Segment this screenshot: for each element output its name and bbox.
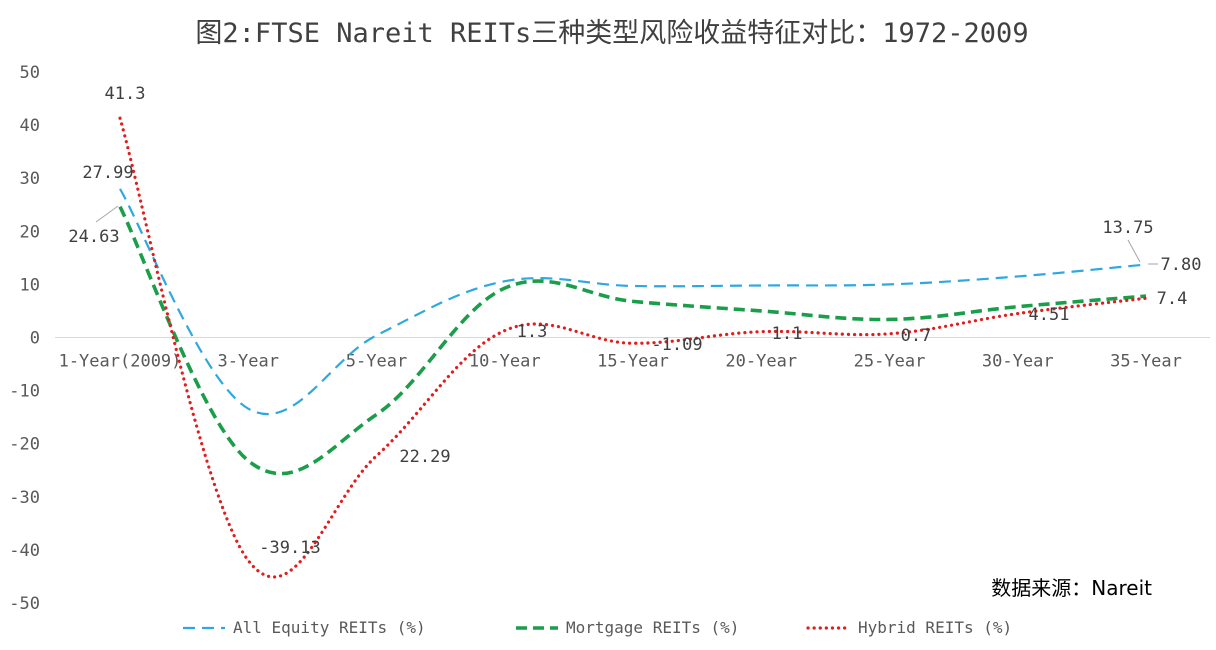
data-label: 13.75 (1102, 218, 1153, 238)
x-axis: 1-Year(2009) 3-Year 5-Year 10-Year 15-Year 20… (59, 352, 1182, 372)
y-tick-label: 30 (20, 169, 40, 189)
y-tick-label: 40 (20, 116, 40, 136)
series-line-2 (118, 116, 1148, 579)
y-tick-label: -50 (9, 594, 40, 614)
series-group (118, 116, 1148, 579)
data-label: 1.3 (517, 322, 548, 342)
y-tick-label: 0 (30, 329, 40, 349)
y-tick-label: 20 (20, 222, 40, 242)
x-tick-label: 35-Year (1110, 352, 1182, 372)
leader-lines (95, 205, 1158, 265)
legend-label-0: All Equity REITs (%) (233, 618, 426, 637)
data-label: -1.09 (651, 335, 702, 355)
y-tick-label: 50 (20, 63, 40, 83)
data-label: 7.80 (1161, 255, 1202, 275)
legend-label-2: Hybrid REITs (%) (858, 618, 1012, 637)
data-label: 0.7 (901, 326, 932, 346)
legend: All Equity REITs (%) Mortgage REITs (%) Hy… (183, 618, 1012, 637)
y-tick-label: -30 (9, 488, 40, 508)
data-label: -39.13 (259, 538, 320, 558)
leader-line (1127, 239, 1141, 263)
data-label: 41.3 (105, 84, 146, 104)
data-labels: 41.3 27.99 24.63 -39.13 22.29 1.3 -1.09 1.1 0.7 4… (68, 84, 1201, 558)
y-tick-label: -20 (9, 435, 40, 455)
y-axis: 50 40 30 20 10 0 -10 -20 -30 -40 -50 (9, 63, 40, 614)
data-label: 27.99 (82, 163, 133, 183)
data-label: 1.1 (772, 324, 803, 344)
data-label: 24.63 (68, 227, 119, 247)
y-tick-label: -10 (9, 382, 40, 402)
x-tick-label: 5-Year (346, 352, 407, 372)
x-tick-label: 10-Year (469, 352, 541, 372)
leader-line (95, 205, 119, 223)
legend-label-1: Mortgage REITs (%) (566, 618, 739, 637)
chart-title: 图2:FTSE Nareit REITs三种类型风险收益特征对比：1972-20… (195, 18, 1028, 49)
data-label: 22.29 (399, 447, 450, 467)
source-note: 数据来源：Nareit (991, 576, 1152, 600)
series-line-0 (119, 188, 1147, 416)
x-tick-label: 3-Year (218, 352, 279, 372)
x-tick-label: 30-Year (982, 352, 1054, 372)
series-line-1 (118, 205, 1147, 476)
x-tick-label: 1-Year(2009) (59, 352, 182, 372)
y-tick-label: 10 (20, 275, 40, 295)
x-tick-label: 15-Year (597, 352, 669, 372)
x-tick-label: 25-Year (854, 352, 926, 372)
data-label: 4.51 (1029, 305, 1070, 325)
data-label: 7.4 (1157, 289, 1188, 309)
x-tick-label: 20-Year (725, 352, 797, 372)
y-tick-label: -40 (9, 541, 40, 561)
